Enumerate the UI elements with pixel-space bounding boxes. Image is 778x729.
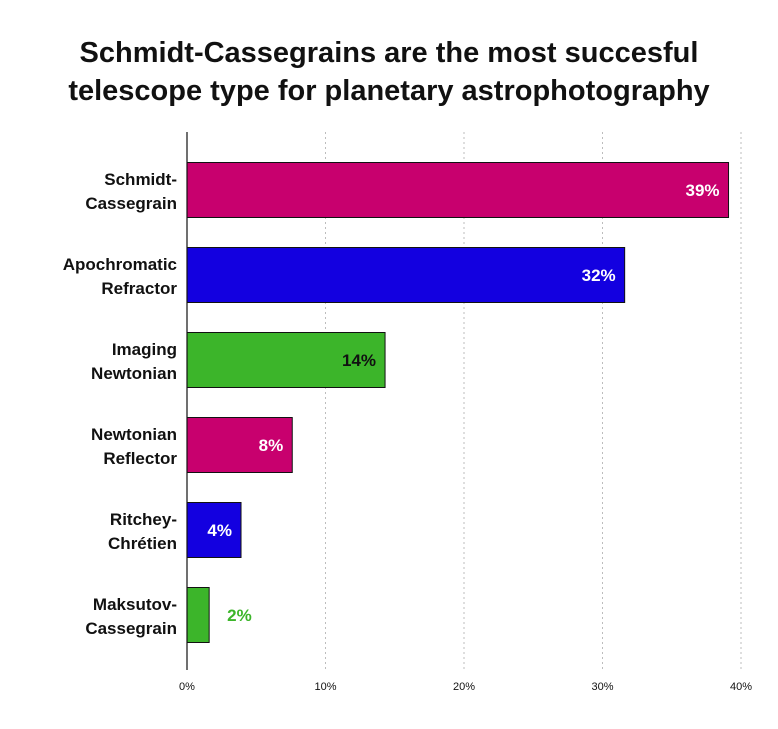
category-label: Newtonian — [91, 425, 177, 444]
data-labels: 39% 32% 14% 8% 4% 2% — [207, 181, 719, 625]
data-label: 14% — [342, 351, 376, 370]
data-label: 2% — [227, 606, 252, 625]
category-label: Imaging — [112, 340, 177, 359]
category-label: Apochromatic — [63, 255, 177, 274]
category-label: Maksutov- — [93, 595, 177, 614]
category-labels: Schmidt- Cassegrain Apochromatic Refractor I… — [63, 170, 178, 638]
category-label: Reflector — [103, 449, 177, 468]
data-label: 8% — [259, 436, 284, 455]
category-label: Cassegrain — [85, 194, 177, 213]
x-tick-label: 30% — [591, 681, 613, 693]
chart-title-line-1: Schmidt-Cassegrains are the most succesf… — [79, 37, 699, 69]
x-tick-labels: 0% 10% 20% 30% 40% — [179, 681, 752, 693]
category-label: Newtonian — [91, 364, 177, 383]
bar — [186, 587, 210, 643]
x-tick-label: 0% — [179, 681, 195, 693]
data-label: 32% — [582, 266, 616, 285]
data-label: 4% — [207, 521, 232, 540]
x-tick-label: 10% — [314, 681, 336, 693]
bar — [186, 332, 386, 388]
x-tick-label: 40% — [730, 681, 752, 693]
category-label: Ritchey- — [110, 510, 177, 529]
bar — [186, 247, 626, 303]
category-label: Refractor — [101, 279, 177, 298]
x-tick-label: 20% — [453, 681, 475, 693]
category-label: Chrétien — [108, 534, 177, 553]
bar — [186, 162, 730, 218]
bar — [186, 502, 242, 558]
data-label: 39% — [686, 181, 720, 200]
chart-title: Schmidt-Cassegrains are the most succesf… — [0, 34, 778, 110]
category-label: Cassegrain — [85, 619, 177, 638]
chart-title-line-2: telescope type for planetary astrophotog… — [68, 75, 710, 107]
bars — [186, 162, 730, 643]
category-label: Schmidt- — [104, 170, 177, 189]
